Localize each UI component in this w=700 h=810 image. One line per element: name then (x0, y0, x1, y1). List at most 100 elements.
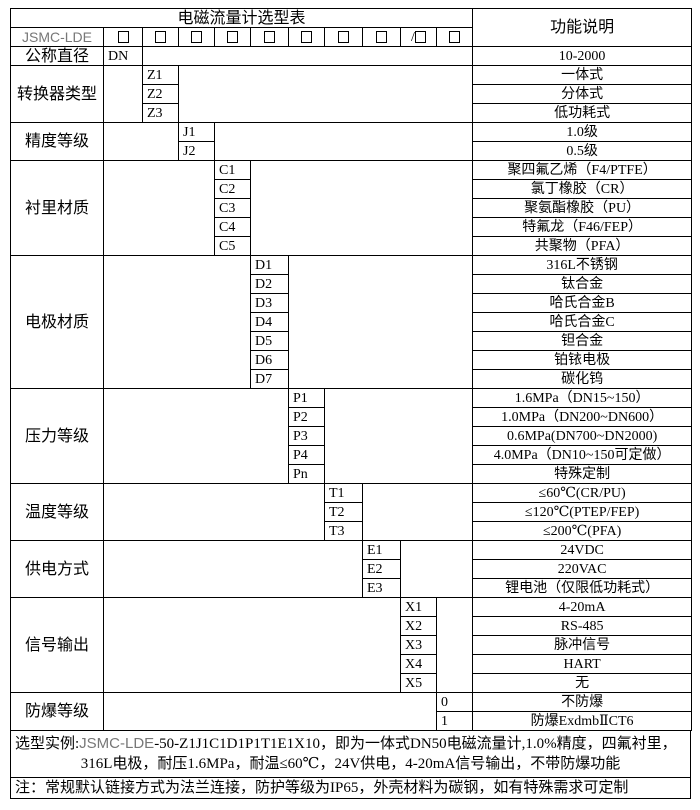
option-code: C4 (214, 217, 251, 237)
blank-cell (103, 65, 143, 123)
code-slot: / (400, 27, 437, 47)
option-description: 1.0MPa（DN200~DN600） (472, 407, 693, 427)
table-row: 衬里材质 C1 聚四氟乙烯（F4/PTFE） (10, 160, 693, 256)
option-code: P3 (288, 426, 325, 446)
table-row: Pn 特殊定制 (11, 464, 693, 484)
option-description: 不防爆 (472, 692, 693, 712)
table-row: 防爆等级 0 不防爆 (10, 692, 693, 731)
group-label: 压力等级 (10, 388, 104, 484)
option-description: 一体式 (472, 65, 693, 85)
table-row: X4 HART (11, 654, 693, 674)
option-description: 哈氏合金C (472, 312, 693, 332)
option-description: ≤120℃(PTEP/FEP) (472, 502, 693, 522)
option-code: 1 (435, 711, 474, 731)
option-description: ≤60℃(CR/PU) (472, 483, 693, 503)
option-code: Z2 (142, 84, 179, 104)
table-row: 公称直径 DN 10-2000 (10, 46, 693, 66)
empty-box-icon (449, 31, 461, 44)
note: 注：常规默认链接方式为法兰连接，防护等级为IP65，外壳材料为碳钢，如有特殊需求… (11, 777, 690, 798)
option-description: HART (472, 654, 693, 674)
group-label: 温度等级 (10, 483, 104, 541)
empty-box-icon (264, 31, 275, 44)
empty-box-icon (191, 31, 202, 44)
option-code: Z3 (142, 103, 179, 123)
code-slot (214, 27, 251, 47)
blank-cell (287, 255, 474, 389)
code-slot (142, 27, 179, 47)
option-code: D4 (250, 312, 289, 332)
option-code: E2 (362, 559, 401, 579)
option-description: 碳化钨 (472, 369, 693, 389)
table-row: C3 聚氨酯橡胶（PU） (11, 198, 693, 218)
option-code: 0 (435, 692, 474, 712)
option-description: 1.6MPa（DN15~150） (472, 388, 693, 408)
option-code: X3 (400, 635, 437, 655)
option-description: 0.5级 (472, 141, 693, 161)
selection-table-document: 电磁流量计选型表 功能说明 JSMC-LDE / 公称直径 DN 10-2000 转换… (9, 8, 693, 799)
option-description: 24VDC (472, 540, 693, 560)
empty-box-icon (338, 31, 349, 44)
group-label: 供电方式 (10, 540, 104, 598)
table-row: 压力等级 P1 1.6MPa（DN15~150） (10, 388, 693, 484)
table-row: D3 哈氏合金B (11, 293, 693, 313)
code-slot (288, 27, 325, 47)
table-row: C5 共聚物（PFA） (11, 236, 693, 256)
code-slot (250, 27, 289, 47)
option-description: 0.6MPa(DN700~DN2000) (472, 426, 693, 446)
blank-cell (249, 160, 474, 256)
option-description: 铂铱电极 (472, 350, 693, 370)
group-label: 电极材质 (10, 255, 104, 389)
group-label: 公称直径 (10, 46, 104, 66)
table-row: D4 哈氏合金C (11, 312, 693, 332)
table-row: 温度等级 T1 ≤60℃(CR/PU) (10, 483, 693, 541)
blank-cell (213, 122, 474, 161)
table-row: X2 RS-485 (11, 616, 693, 636)
option-description: 特殊定制 (472, 464, 693, 484)
blank-cell (435, 597, 474, 693)
blank-cell (103, 483, 325, 541)
example-prefix: 选型实例: (15, 736, 80, 752)
table-row: 信号输出 X1 4-20mA (10, 597, 693, 693)
option-description: 氯丁橡胶（CR） (472, 179, 693, 199)
option-code: P4 (288, 445, 325, 465)
table-row: 电极材质 D1 316L不锈钢 (10, 255, 693, 389)
table-row: 转换器类型 Z1 一体式 (10, 65, 693, 123)
example-rest: -50-Z1J1C1D1P1T1E1X10，即为一体式DN50电磁流量计,1.0… (154, 736, 677, 752)
table-row: X5 无 (11, 673, 693, 693)
example-model: JSMC-LDE (79, 735, 155, 752)
empty-box-icon (155, 31, 166, 44)
option-code: P2 (288, 407, 325, 427)
option-code: D5 (250, 331, 289, 351)
option-code: J2 (178, 141, 215, 161)
table-row: X3 脉冲信号 (11, 635, 693, 655)
empty-box-icon (376, 31, 387, 44)
example-section: 选型实例:JSMC-LDE-50-Z1J1C1D1P1T1E1X10，即为一体式… (10, 731, 691, 799)
empty-box-icon (301, 31, 312, 44)
code-slot (435, 27, 474, 47)
option-code: D7 (250, 369, 289, 389)
option-code: D1 (250, 255, 289, 275)
code-slot (178, 27, 215, 47)
table-row: 供电方式 E1 24VDC (10, 540, 693, 598)
blank-cell (103, 160, 215, 256)
option-description: 316L不锈钢 (472, 255, 693, 275)
option-code: Pn (288, 464, 325, 484)
blank-cell (103, 388, 289, 484)
option-description: 特氟龙（F46/FEP） (472, 217, 693, 237)
option-code: T2 (324, 502, 363, 522)
option-code: C3 (214, 198, 251, 218)
option-code: DN (103, 46, 143, 66)
option-description: 4.0MPa（DN10~150可定做） (472, 445, 693, 465)
option-description: 1.0级 (472, 122, 693, 142)
option-description: 脉冲信号 (472, 635, 693, 655)
group-label: 精度等级 (10, 122, 104, 161)
group-label: 信号输出 (10, 597, 104, 693)
option-code: D3 (250, 293, 289, 313)
table-row: 1 防爆ExdmbⅡCT6 (11, 711, 693, 731)
blank-cell (361, 483, 474, 541)
option-code: E1 (362, 540, 401, 560)
option-description: 哈氏合金B (472, 293, 693, 313)
empty-box-icon (227, 31, 238, 44)
option-description: 钽合金 (472, 331, 693, 351)
table-title: 电磁流量计选型表 (9, 8, 474, 28)
